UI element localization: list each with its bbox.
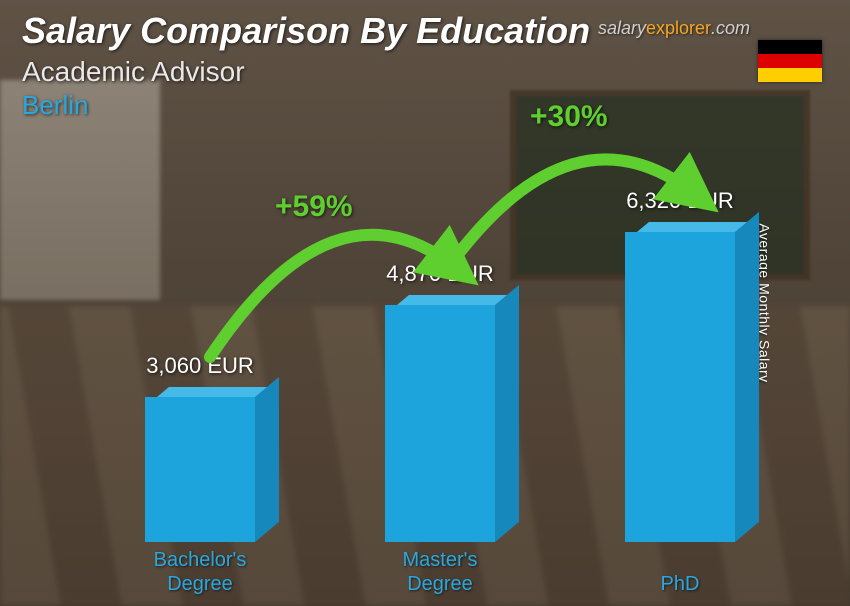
bar-side-0: [255, 377, 279, 542]
flag-stripe-1: [758, 54, 822, 68]
bar-front-0: [145, 397, 255, 542]
bar-slot-2: 6,320 EURPhD: [580, 188, 780, 542]
bar-chart: 3,060 EURBachelor'sDegree4,870 EURMaster…: [60, 142, 780, 542]
flag-stripe-2: [758, 68, 822, 82]
bar-label-1: Master'sDegree: [340, 548, 540, 596]
increase-arc-label-0: +59%: [275, 190, 353, 224]
bar-value-1: 4,870 EUR: [340, 261, 540, 287]
bar-front-2: [625, 232, 735, 542]
flag-stripe-0: [758, 40, 822, 54]
bar-0: [145, 387, 255, 542]
bar-label-2: PhD: [580, 572, 780, 596]
bar-2: [625, 222, 735, 542]
bar-value-0: 3,060 EUR: [100, 353, 300, 379]
bar-label-0: Bachelor'sDegree: [100, 548, 300, 596]
chart-subtitle: Academic Advisor: [22, 56, 828, 88]
bar-side-1: [495, 285, 519, 542]
chart-location: Berlin: [22, 90, 828, 121]
bar-front-1: [385, 305, 495, 542]
watermark-part1: salary: [598, 18, 646, 38]
watermark-part3: .com: [711, 18, 750, 38]
bar-slot-0: 3,060 EURBachelor'sDegree: [100, 353, 300, 542]
watermark: salaryexplorer.com: [598, 18, 750, 39]
bar-slot-1: 4,870 EURMaster'sDegree: [340, 261, 540, 542]
increase-arc-label-1: +30%: [530, 100, 608, 134]
bar-side-2: [735, 212, 759, 542]
bar-value-2: 6,320 EUR: [580, 188, 780, 214]
bar-1: [385, 295, 495, 542]
germany-flag-icon: [758, 40, 822, 82]
watermark-part2: explorer: [646, 18, 711, 38]
